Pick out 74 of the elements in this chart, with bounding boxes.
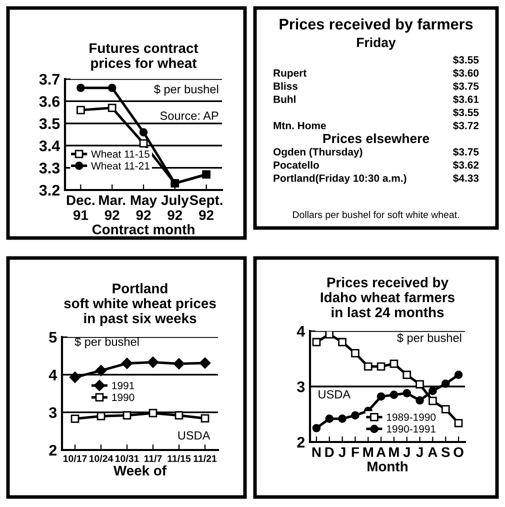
y-tick-label: 3.6 — [39, 96, 60, 107]
category-label: Buhl — [274, 95, 296, 103]
x-tick-label: May 92 — [130, 195, 157, 220]
x-tick-label: 10/24 — [89, 454, 114, 462]
annotation: $ per bushel — [397, 333, 462, 344]
annotation: $ per bushel — [154, 84, 218, 96]
x-tick-label: J — [416, 447, 423, 458]
chart-title: Futures contract prices for wheat — [90, 43, 198, 71]
x-tick-label: J — [338, 447, 346, 458]
x-tick-label: F — [352, 447, 359, 457]
text: $3.60 — [453, 68, 479, 78]
x-tick-label: M — [389, 447, 399, 457]
chart-title: Portland soft white wheat prices in past six weeks — [64, 283, 216, 326]
text: $3.61 — [453, 95, 479, 104]
text: Dollars per bushel for soft white wheat. — [293, 210, 459, 220]
x-axis-title: Contract month — [92, 224, 194, 234]
y-tick-label: 3 — [296, 381, 305, 392]
text: $3.72 — [453, 121, 479, 130]
y-tick-label: 5 — [49, 332, 57, 343]
legend-label: 1990-1991 — [386, 425, 436, 433]
text: $3.55 — [453, 56, 479, 64]
category-label: Ogden (Thursday) — [273, 148, 362, 158]
legend-label: 1991 — [112, 382, 134, 390]
text: $3.55 — [453, 108, 479, 117]
y-tick-label: 3.4 — [39, 140, 60, 152]
x-tick-label: Sept. 92 — [190, 195, 222, 220]
x-tick-label: Dec. 91 — [66, 195, 94, 220]
text: $4.33 — [453, 174, 479, 183]
text: $3.75 — [453, 148, 479, 156]
text: Prices received by farmers — [280, 18, 473, 33]
y-tick-label: 3.5 — [39, 118, 60, 130]
y-tick-label: 3 — [48, 407, 57, 418]
annotation: Source: AP — [160, 112, 218, 120]
x-tick-label: M — [363, 447, 373, 457]
x-tick-label: Mar. 92 — [99, 195, 126, 220]
category-label: Bliss — [274, 82, 298, 90]
legend-label: Wheat 11-21 — [91, 162, 150, 170]
x-tick-label: July 92 — [161, 194, 189, 220]
x-tick-label: J — [403, 447, 410, 458]
x-tick-label: A — [428, 447, 438, 457]
y-tick-label: 4 — [296, 326, 306, 337]
x-tick-label: 10/31 — [115, 454, 139, 462]
x-tick-label: 10/17 — [63, 454, 87, 462]
legend-label: 1989-1990 — [386, 413, 436, 421]
annotation: $ per bushel — [74, 337, 139, 348]
y-tick-label: 4 — [48, 370, 58, 380]
category-label: Mtn. Home — [274, 122, 326, 130]
text: Friday — [357, 37, 396, 50]
x-tick-label: 11/21 — [194, 454, 217, 462]
legend-label: Wheat 11-15 — [91, 150, 150, 158]
text: $3.62 — [453, 160, 479, 170]
category-label: Prices elsewhere — [323, 133, 430, 144]
x-tick-label: O — [454, 447, 464, 458]
x-tick-label: A — [376, 447, 386, 457]
x-axis-title: Week of — [114, 465, 167, 476]
legend-label: 1990 — [112, 394, 134, 402]
x-tick-label: D — [325, 447, 334, 457]
y-tick-label: 2 — [49, 444, 57, 456]
x-tick-label: S — [441, 447, 450, 458]
category-label: Pocatello — [274, 161, 319, 169]
x-tick-label: 11/15 — [168, 454, 191, 462]
x-axis-title: Month — [368, 461, 408, 472]
y-tick-label: 3.7 — [39, 74, 60, 85]
y-tick-label: 3.3 — [39, 162, 60, 174]
x-tick-label: N — [312, 447, 321, 457]
category-label: Portland(Friday 10:30 a.m.) — [274, 174, 406, 184]
y-tick-label: 3.2 — [39, 184, 60, 196]
text: $3.75 — [453, 82, 479, 91]
y-tick-label: 2 — [297, 436, 305, 448]
category-label: Rupert — [274, 69, 306, 79]
annotation: USDA — [178, 431, 210, 440]
x-tick-label: 11/7 — [144, 454, 162, 462]
chart-title: Prices received by Idaho wheat farmers in last 24 months — [320, 277, 454, 318]
annotation: USDA — [318, 390, 351, 399]
